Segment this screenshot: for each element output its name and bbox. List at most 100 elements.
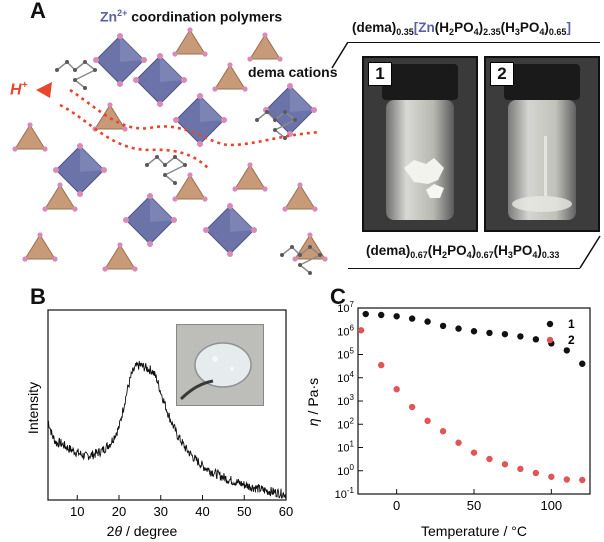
viscosity-point-series-2 (517, 465, 524, 473)
oxygen-atom (297, 182, 303, 188)
panel-b-label: B (30, 284, 46, 309)
vial-1-photo: 1 (362, 56, 478, 232)
oxygen-atom (123, 217, 129, 223)
oxygen-atom (322, 256, 328, 262)
vial-1-tag: 1 (368, 62, 392, 86)
oxygen-atom (173, 117, 179, 123)
viscosity-point-series-1 (470, 328, 478, 335)
phosphate-tetrahedron (24, 234, 56, 260)
viscosity-y-tick-label: 10-1 (335, 486, 355, 501)
dema-atom (163, 163, 167, 167)
viscosity-point-series-2 (501, 461, 509, 468)
viscosity-x-tick-label: 50 (467, 498, 481, 513)
viscosity-point-series-1 (439, 322, 447, 330)
viscosity-y-tick-label: 102 (337, 416, 354, 431)
dema-atom (318, 253, 322, 257)
zn-charge: 2+ (117, 8, 128, 18)
dema-bond (284, 111, 296, 121)
oxygen-atom (171, 217, 177, 223)
proton-symbol: H (10, 81, 22, 99)
viscosity-y-tick-label: 107 (337, 300, 354, 315)
film-inset-photo (176, 324, 264, 406)
oxygen-atom (187, 172, 193, 178)
oxygen-atom (122, 126, 128, 132)
dema-atom (308, 271, 312, 275)
dema-bond (281, 246, 293, 256)
phosphate-tetrahedron (249, 34, 281, 60)
dema-atom (255, 118, 259, 122)
oxygen-atom (197, 141, 203, 147)
viscosity-point-series-2 (579, 476, 586, 484)
f1-part: PO (519, 20, 540, 35)
viscosity-point-series-2 (393, 386, 400, 393)
dema-atom (280, 253, 284, 257)
viscosity-y-tick-label: 104 (337, 370, 354, 385)
viscosity-data-points (357, 310, 586, 484)
zn-octahedron-face (80, 146, 104, 172)
oxygen-atom (227, 251, 233, 257)
oxygen-atom (227, 62, 233, 68)
dema-atom (83, 86, 87, 90)
f1-sub: 4 (539, 27, 545, 37)
oxygen-atom (292, 256, 298, 262)
oxygen-atom (22, 256, 28, 262)
viscosity-point-series-2 (455, 439, 462, 446)
oxygen-atom (102, 266, 108, 272)
oxygen-atom (187, 27, 193, 33)
oxygen-atom (232, 186, 238, 192)
crystal-structure-illustration (12, 27, 328, 275)
dema-bond (299, 254, 321, 266)
viscosity-y-tick-label: 105 (337, 347, 354, 362)
oxygen-atom (311, 107, 317, 113)
dema-atom (265, 110, 269, 114)
oxygen-atom (212, 86, 218, 92)
viscosity-point-series-2 (563, 476, 570, 483)
f1-part: ) (544, 20, 549, 35)
phosphate-tetrahedron (104, 244, 136, 270)
xrd-x-tick-label: 60 (279, 504, 293, 519)
viscosity-legend: 12 (546, 317, 575, 347)
viscosity-x-label: Temperature / °C (421, 523, 527, 539)
dema-bond (274, 129, 286, 139)
oxygen-atom (247, 56, 253, 62)
dema-atom (183, 163, 187, 167)
oxygen-atom (197, 93, 203, 99)
f1-sub: 0.35 (396, 27, 414, 37)
oxygen-atom (52, 256, 58, 262)
dema-bond (74, 61, 86, 71)
dema-atom (308, 245, 312, 249)
dema-atom (298, 263, 302, 267)
viscosity-point-series-1 (486, 329, 493, 337)
oxygen-atom (101, 167, 107, 173)
oxygen-atom (12, 146, 18, 152)
phosphate-tetrahedron (44, 184, 76, 210)
viscosity-x-ticks: 0 50 100 (393, 489, 562, 513)
oxygen-atom (37, 232, 43, 238)
oxygen-atom (307, 232, 313, 238)
f1-part: (dema) (352, 20, 397, 35)
dema-bond (174, 156, 186, 166)
dema-bond (274, 111, 286, 121)
f1-sub: 3 (514, 27, 520, 37)
viscosity-point-series-1 (579, 360, 586, 367)
dema-atom (273, 128, 277, 132)
dema-atom (173, 155, 177, 159)
oxygen-atom (282, 206, 288, 212)
oxygen-atom (93, 57, 99, 63)
f2-sub: 4 (532, 250, 538, 260)
oxygen-atom (77, 143, 83, 149)
xrd-y-label: Intensity (25, 382, 41, 434)
f1-part: PO (454, 20, 474, 35)
phosphate-tetrahedron (14, 124, 46, 150)
dema-atom (290, 245, 294, 249)
oxygen-atom (42, 146, 48, 152)
bracket-line-bottom-right (579, 235, 601, 269)
film-inset-drawing (177, 325, 263, 405)
f1-bracket-close: ] (566, 20, 571, 35)
viscosity-plot-frame (357, 307, 591, 495)
zn-octahedron-face (120, 36, 144, 62)
dema-molecules-group (55, 60, 322, 275)
f1-sub: 0.65 (548, 27, 567, 37)
oxygen-atom (132, 266, 138, 272)
xrd-x-tick-label: 10 (70, 504, 84, 519)
